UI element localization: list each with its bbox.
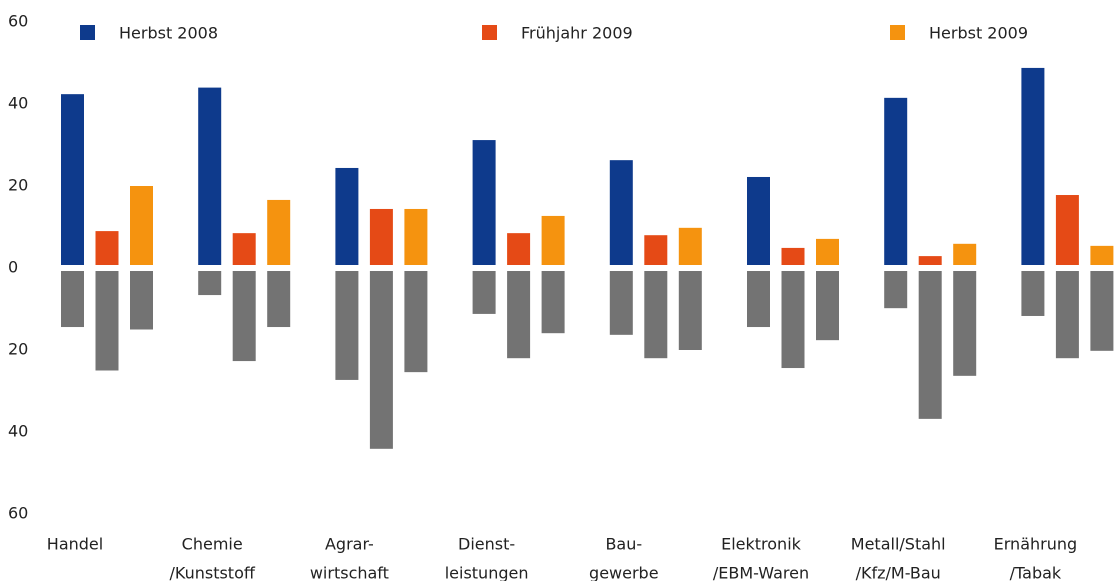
negative-bar: [884, 271, 908, 309]
bar: [507, 233, 531, 265]
x-tick-label: Dienst-: [458, 535, 515, 554]
bar: [404, 208, 428, 265]
negative-bar: [747, 271, 770, 328]
bar: [918, 256, 942, 265]
bar: [747, 176, 770, 265]
x-tick-label: /Kfz/M-Bau: [856, 564, 941, 581]
negative-bar: [781, 271, 805, 369]
bar: [609, 160, 633, 265]
negative-bar: [1055, 271, 1079, 359]
legend-label: Herbst 2008: [119, 24, 218, 43]
legend-swatch: [890, 25, 905, 40]
negative-bar: [369, 271, 393, 449]
negative-bar: [267, 271, 291, 328]
legend-label: Herbst 2009: [929, 24, 1028, 43]
negative-bar: [61, 271, 84, 328]
negative-bar: [335, 271, 359, 380]
x-tick-label: /Tabak: [1010, 564, 1062, 581]
x-tick-label: leistungen: [445, 564, 529, 581]
y-tick-label: 20: [8, 176, 28, 195]
bar: [953, 243, 977, 265]
bar: [95, 231, 119, 265]
y-tick-label: 0: [8, 258, 18, 277]
legend-label: Frühjahr 2009: [521, 24, 633, 43]
bar: [61, 94, 84, 265]
x-tick-label: wirtschaft: [310, 564, 389, 581]
x-tick-label: gewerbe: [589, 564, 659, 581]
bar: [644, 235, 668, 265]
bar: [541, 215, 565, 265]
bar: [678, 227, 702, 265]
negative-bar: [507, 271, 531, 359]
bar: [1055, 195, 1079, 265]
negative-bar: [1090, 271, 1114, 351]
x-tick-label: /EBM-Waren: [713, 564, 809, 581]
bar: [884, 97, 908, 265]
x-tick-label: Bau-: [605, 535, 642, 554]
bar: [1090, 245, 1114, 265]
negative-bar: [404, 271, 428, 373]
negative-bar: [953, 271, 977, 376]
y-tick-label: 60: [8, 12, 28, 31]
bar: [369, 208, 393, 265]
legend-swatch: [482, 25, 497, 40]
negative-bar: [918, 271, 942, 419]
negative-bar: [678, 271, 702, 350]
negative-bar: [609, 271, 633, 335]
negative-bar: [816, 271, 839, 341]
y-tick-label: 20: [8, 340, 28, 359]
bar: [198, 87, 222, 265]
negative-bar: [541, 271, 565, 334]
bar: [472, 140, 496, 265]
x-tick-label: Metall/Stahl: [851, 535, 946, 554]
x-tick-label: Ernährung: [994, 535, 1078, 554]
negative-bar: [644, 271, 668, 359]
bar: [335, 167, 359, 265]
negative-bar: [1021, 271, 1045, 316]
negative-bar: [130, 271, 153, 330]
bar: [781, 247, 805, 265]
y-tick-label: 60: [8, 504, 28, 523]
x-tick-label: Agrar-: [325, 535, 374, 554]
bar: [130, 186, 153, 265]
x-tick-label: /Kunststoff: [169, 564, 255, 581]
bar: [232, 233, 256, 265]
negative-bar: [232, 271, 256, 362]
x-tick-label: Elektronik: [721, 535, 802, 554]
x-tick-label: Chemie: [182, 535, 243, 554]
bar: [816, 238, 839, 265]
negative-bar: [472, 271, 496, 314]
y-tick-label: 40: [8, 94, 28, 113]
bar: [1021, 67, 1045, 265]
legend-swatch: [80, 25, 95, 40]
bar: [267, 199, 291, 265]
x-tick-label: Handel: [47, 535, 103, 554]
negative-bar: [95, 271, 119, 371]
negative-bar: [198, 271, 222, 296]
y-tick-label: 40: [8, 422, 28, 441]
